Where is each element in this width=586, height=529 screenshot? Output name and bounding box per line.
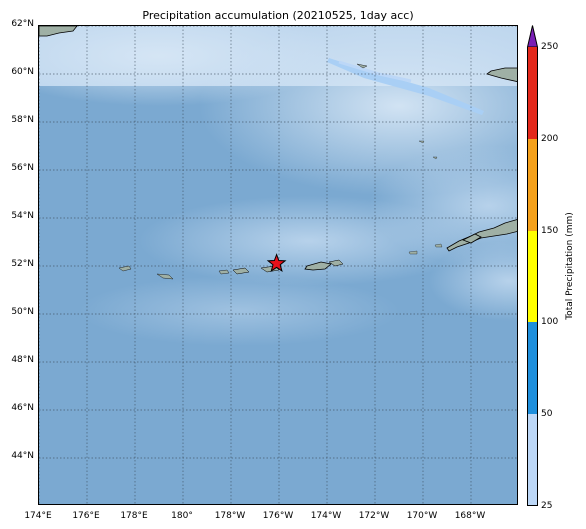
latitude-tick-label: 58°N — [11, 115, 34, 125]
land-unimak — [462, 233, 482, 244]
cloud-band-north-west — [39, 26, 339, 106]
longitude-tick-label: 176°E — [72, 511, 100, 521]
land-pribilof-2 — [432, 156, 438, 160]
longitude-tick-label: 174°E — [24, 511, 52, 521]
colorbar-tick-label: 100 — [541, 317, 559, 328]
colorbar-segment — [527, 414, 538, 506]
colorbar-segment — [527, 138, 538, 231]
latitude-tick-label: 56°N — [11, 163, 34, 173]
colorbar-label: Total Precipitation (mm) — [565, 212, 575, 320]
cloud-band-east-lower — [429, 241, 517, 321]
colorbar — [527, 25, 538, 506]
star-marker-icon — [266, 253, 287, 273]
longitude-tick-label: 180° — [171, 511, 193, 521]
land-rat-islands — [156, 273, 174, 280]
colorbar-extend-arrow — [527, 25, 538, 47]
colorbar-segment — [527, 230, 538, 323]
event-marker[interactable] — [266, 253, 287, 273]
land-adak — [232, 267, 250, 275]
precip-swath-light — [327, 58, 484, 115]
map-panel[interactable] — [38, 25, 518, 505]
latitude-tick-label: 60°N — [11, 67, 34, 77]
map-title: Precipitation accumulation (20210525, 1d… — [142, 9, 414, 22]
colorbar-segment — [527, 47, 538, 139]
land-masses — [39, 26, 517, 280]
cloud-band-middle — [139, 196, 479, 286]
map-canvas — [39, 26, 517, 504]
latitude-tick-label: 54°N — [11, 211, 34, 221]
latitude-tick-label: 52°N — [11, 259, 34, 269]
longitude-tick-label: 174°W — [310, 511, 342, 521]
colorbar-tick-label: 200 — [541, 133, 559, 144]
latitude-tick-label: 44°N — [11, 451, 34, 461]
latitude-tick-label: 50°N — [11, 307, 34, 317]
longitude-tick-label: 172°W — [358, 511, 390, 521]
colorbar-tick-label: 50 — [541, 409, 553, 420]
land-kamchatka-corner — [39, 26, 78, 37]
graticule — [39, 26, 517, 504]
longitude-tick-label: 168°W — [454, 511, 486, 521]
colorbar-tick-label: 150 — [541, 225, 559, 236]
longitude-tick-label: 178°W — [214, 511, 246, 521]
cloud-band-south — [79, 276, 399, 346]
colorbar-tick-label: 25 — [541, 501, 553, 511]
land-st-lawrence — [356, 63, 368, 69]
land-alaska-corner — [486, 67, 517, 82]
latitude-tick-label: 48°N — [11, 355, 34, 365]
longitude-tick-label: 178°E — [120, 511, 148, 521]
colorbar-tick-label: 250 — [541, 42, 559, 52]
land-tanaga — [218, 269, 230, 275]
latitude-tick-label: 62°N — [11, 19, 34, 29]
land-pribilof — [418, 140, 425, 144]
land-small-islands-far-east — [434, 243, 443, 248]
longitude-tick-label: 170°W — [406, 511, 438, 521]
land-umnak — [328, 259, 344, 267]
land-kiska — [118, 265, 132, 272]
longitude-tick-label: 176°W — [262, 511, 294, 521]
colorbar-segment — [527, 322, 538, 415]
latitude-tick-label: 46°N — [11, 403, 34, 413]
land-unalaska — [304, 261, 332, 271]
land-small-islands-east — [408, 250, 418, 255]
